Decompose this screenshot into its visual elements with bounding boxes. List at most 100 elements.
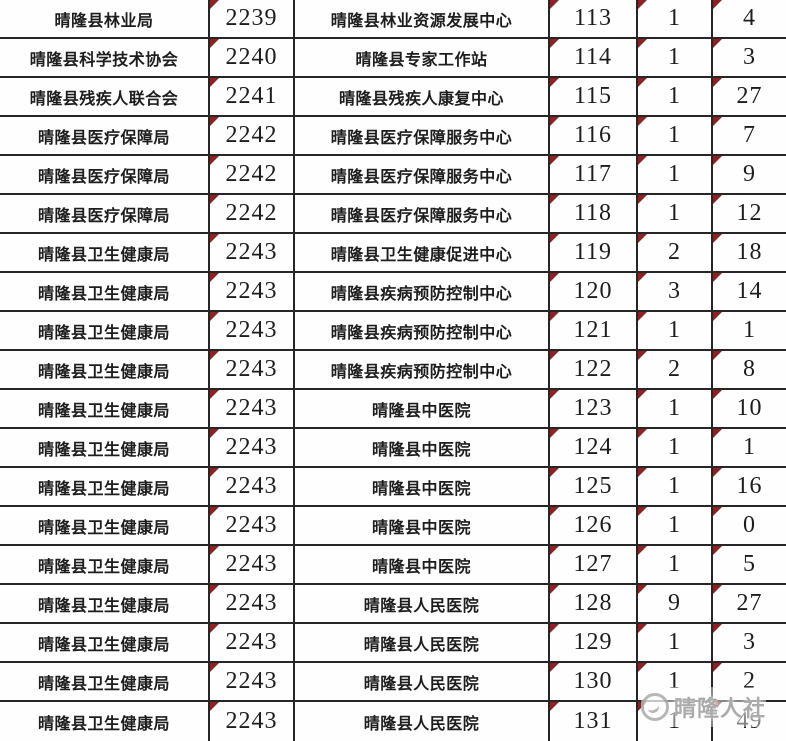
cell-department: 晴隆县医疗保障局 [0, 156, 210, 195]
cell-applicant-count: 7 [713, 117, 786, 156]
comment-marker-icon [210, 78, 219, 87]
cell-unit-code: 2243 [210, 429, 295, 468]
comment-marker-icon [210, 663, 219, 672]
cell-recruiting-unit: 晴隆县医疗保障服务中心 [295, 156, 550, 195]
cell-position-number: 126 [550, 507, 638, 546]
comment-marker-icon [550, 273, 559, 282]
cell-applicant-count: 18 [713, 234, 786, 273]
comment-marker-icon [713, 507, 722, 516]
comment-marker-icon [210, 390, 219, 399]
cell-recruiting-unit: 晴隆县疾病预防控制中心 [295, 273, 550, 312]
cell-unit-code: 2241 [210, 78, 295, 117]
table-row: 晴隆县卫生健康局 2243 晴隆县中医院 124 1 1 [0, 429, 786, 468]
cell-recruit-count: 1 [638, 312, 713, 351]
cell-department: 晴隆县残疾人联合会 [0, 78, 210, 117]
comment-marker-icon [550, 234, 559, 243]
comment-marker-icon [638, 312, 647, 321]
table-row: 晴隆县医疗保障局 2242 晴隆县医疗保障服务中心 117 1 9 [0, 156, 786, 195]
cell-recruiting-unit: 晴隆县人民医院 [295, 663, 550, 702]
cell-unit-code: 2242 [210, 117, 295, 156]
cell-applicant-count: 1 [713, 312, 786, 351]
cell-recruit-count: 1 [638, 702, 713, 741]
comment-marker-icon [550, 624, 559, 633]
cell-position-number: 124 [550, 429, 638, 468]
cell-applicant-count: 27 [713, 585, 786, 624]
cell-unit-code: 2243 [210, 234, 295, 273]
table-row: 晴隆县卫生健康局 2243 晴隆县人民医院 128 9 27 [0, 585, 786, 624]
comment-marker-icon [210, 468, 219, 477]
cell-applicant-count: 2 [713, 663, 786, 702]
comment-marker-icon [638, 702, 647, 711]
cell-position-number: 122 [550, 351, 638, 390]
cell-applicant-count: 12 [713, 195, 786, 234]
cell-department: 晴隆县卫生健康局 [0, 234, 210, 273]
table-row: 晴隆县卫生健康局 2243 晴隆县人民医院 131 1 49 [0, 702, 786, 741]
cell-recruit-count: 1 [638, 507, 713, 546]
comment-marker-icon [638, 273, 647, 282]
comment-marker-icon [638, 0, 647, 9]
comment-marker-icon [550, 429, 559, 438]
comment-marker-icon [638, 663, 647, 672]
cell-recruit-count: 1 [638, 624, 713, 663]
cell-department: 晴隆县卫生健康局 [0, 312, 210, 351]
cell-applicant-count: 1 [713, 429, 786, 468]
cell-unit-code: 2243 [210, 351, 295, 390]
comment-marker-icon [713, 468, 722, 477]
comment-marker-icon [550, 585, 559, 594]
comment-marker-icon [210, 156, 219, 165]
comment-marker-icon [638, 234, 647, 243]
comment-marker-icon [713, 663, 722, 672]
table-row: 晴隆县卫生健康局 2243 晴隆县人民医院 130 1 2 [0, 663, 786, 702]
table-row: 晴隆县卫生健康局 2243 晴隆县中医院 125 1 16 [0, 468, 786, 507]
cell-recruit-count: 2 [638, 234, 713, 273]
table-row: 晴隆县卫生健康局 2243 晴隆县人民医院 129 1 3 [0, 624, 786, 663]
comment-marker-icon [210, 234, 219, 243]
comment-marker-icon [550, 117, 559, 126]
comment-marker-icon [550, 507, 559, 516]
cell-unit-code: 2243 [210, 468, 295, 507]
cell-department: 晴隆县卫生健康局 [0, 429, 210, 468]
cell-department: 晴隆县卫生健康局 [0, 273, 210, 312]
cell-applicant-count: 49 [713, 702, 786, 741]
comment-marker-icon [550, 351, 559, 360]
cell-recruit-count: 1 [638, 117, 713, 156]
table-row: 晴隆县残疾人联合会 2241 晴隆县残疾人康复中心 115 1 27 [0, 78, 786, 117]
comment-marker-icon [550, 78, 559, 87]
cell-recruiting-unit: 晴隆县中医院 [295, 507, 550, 546]
table-row: 晴隆县卫生健康局 2243 晴隆县中医院 127 1 5 [0, 546, 786, 585]
cell-recruiting-unit: 晴隆县中医院 [295, 468, 550, 507]
cell-unit-code: 2243 [210, 663, 295, 702]
cell-recruiting-unit: 晴隆县中医院 [295, 390, 550, 429]
comment-marker-icon [210, 429, 219, 438]
cell-recruiting-unit: 晴隆县疾病预防控制中心 [295, 312, 550, 351]
table-row: 晴隆县医疗保障局 2242 晴隆县医疗保障服务中心 116 1 7 [0, 117, 786, 156]
comment-marker-icon [638, 117, 647, 126]
comment-marker-icon [713, 78, 722, 87]
comment-marker-icon [638, 156, 647, 165]
cell-position-number: 114 [550, 39, 638, 78]
comment-marker-icon [638, 624, 647, 633]
cell-position-number: 130 [550, 663, 638, 702]
comment-marker-icon [638, 390, 647, 399]
comment-marker-icon [210, 624, 219, 633]
cell-department: 晴隆县卫生健康局 [0, 702, 210, 741]
cell-position-number: 125 [550, 468, 638, 507]
cell-position-number: 115 [550, 78, 638, 117]
cell-applicant-count: 14 [713, 273, 786, 312]
cell-unit-code: 2240 [210, 39, 295, 78]
comment-marker-icon [550, 390, 559, 399]
comment-marker-icon [210, 351, 219, 360]
cell-recruiting-unit: 晴隆县卫生健康促进中心 [295, 234, 550, 273]
cell-department: 晴隆县卫生健康局 [0, 507, 210, 546]
comment-marker-icon [713, 273, 722, 282]
comment-marker-icon [713, 624, 722, 633]
cell-unit-code: 2243 [210, 585, 295, 624]
cell-applicant-count: 0 [713, 507, 786, 546]
comment-marker-icon [550, 156, 559, 165]
cell-position-number: 116 [550, 117, 638, 156]
comment-marker-icon [210, 546, 219, 555]
table-row: 晴隆县科学技术协会 2240 晴隆县专家工作站 114 1 3 [0, 39, 786, 78]
cell-recruiting-unit: 晴隆县医疗保障服务中心 [295, 117, 550, 156]
comment-marker-icon [713, 585, 722, 594]
